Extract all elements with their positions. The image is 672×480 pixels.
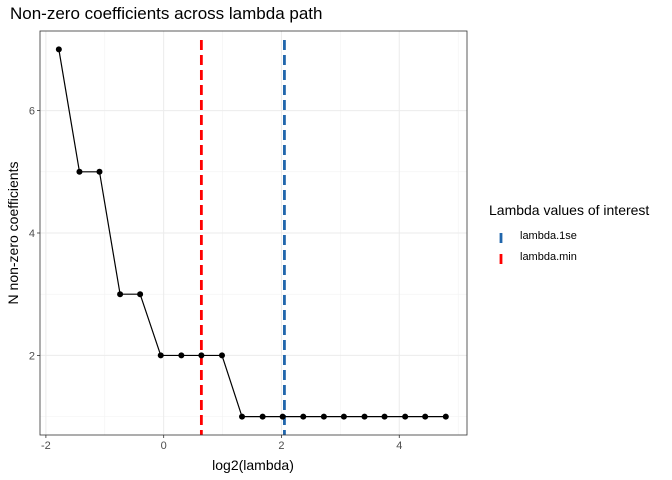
reference-lines [199,40,286,435]
series-layer [55,46,449,420]
x-axis-title: log2(lambda) [212,457,294,473]
x-tick-label: 0 [161,440,167,452]
x-tick-label: 4 [396,440,402,452]
data-point [117,291,124,298]
data-point [96,168,103,175]
chart-title: Non-zero coefficients across lambda path [10,4,323,23]
data-point [76,168,83,175]
data-point [55,46,62,53]
data-point [198,352,205,359]
axes: -2 0 2 4 2 4 6 [29,106,402,452]
y-tick-label: 2 [29,350,35,362]
data-point [340,413,347,420]
data-point [137,291,144,298]
x-tick-label: 2 [278,440,284,452]
data-point [259,413,266,420]
x-tick-label: -2 [41,440,51,452]
data-point [239,413,246,420]
data-point [218,352,225,359]
data-point [279,413,286,420]
data-point [300,413,307,420]
data-point [381,413,388,420]
data-point [422,413,429,420]
grid-lines [40,31,467,435]
y-axis-title: N non-zero coefficients [5,162,21,305]
y-tick-label: 6 [29,106,35,118]
data-point [157,352,164,359]
series-line [58,49,446,418]
legend: Lambda values of interest lambda.1selamb… [489,202,649,264]
data-point [402,413,409,420]
y-tick-label: 4 [29,228,35,240]
data-point [320,413,327,420]
legend-label-lambda-1se: lambda.1se [520,230,577,242]
legend-entries: lambda.1se lambda.min [499,230,577,264]
legend-label-lambda-min: lambda.min [520,251,577,263]
data-point [442,413,449,420]
legend-title: Lambda values of interest [489,202,649,218]
data-point [178,352,185,359]
data-point [361,413,368,420]
